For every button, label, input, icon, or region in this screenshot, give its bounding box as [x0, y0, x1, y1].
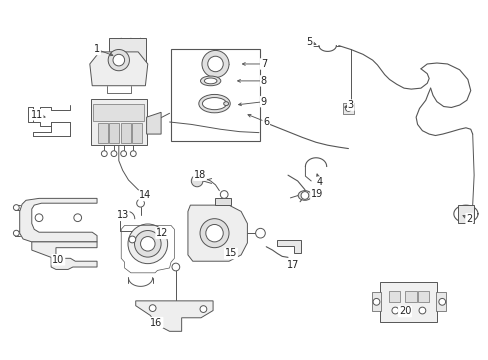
Polygon shape	[457, 205, 473, 222]
Text: 18: 18	[194, 170, 206, 180]
Polygon shape	[136, 301, 213, 331]
Bar	[93, 104, 144, 121]
Ellipse shape	[204, 78, 217, 84]
Circle shape	[121, 151, 126, 157]
Circle shape	[205, 225, 223, 242]
Bar	[417, 291, 428, 302]
Circle shape	[191, 175, 203, 187]
Circle shape	[372, 298, 379, 305]
Bar	[109, 38, 145, 69]
Text: 8: 8	[260, 76, 266, 86]
Circle shape	[149, 305, 156, 311]
Bar	[371, 292, 381, 311]
Text: 19: 19	[310, 189, 323, 198]
Bar	[98, 123, 108, 143]
Bar	[435, 292, 445, 311]
Text: 4: 4	[316, 177, 322, 188]
Bar	[91, 99, 146, 145]
Circle shape	[220, 191, 227, 198]
Bar	[171, 49, 260, 141]
Bar	[132, 123, 142, 143]
Circle shape	[74, 214, 81, 221]
Text: 5: 5	[306, 37, 312, 47]
Circle shape	[200, 306, 206, 312]
Circle shape	[345, 105, 350, 111]
Text: 16: 16	[150, 318, 163, 328]
Text: 17: 17	[286, 260, 299, 270]
Circle shape	[200, 219, 228, 248]
Polygon shape	[32, 242, 97, 269]
Text: 11: 11	[30, 110, 42, 120]
Text: 6: 6	[263, 117, 269, 127]
Text: 3: 3	[347, 100, 353, 110]
Ellipse shape	[202, 98, 226, 110]
Circle shape	[101, 151, 107, 157]
Ellipse shape	[128, 224, 167, 264]
Bar	[405, 291, 416, 302]
Circle shape	[172, 263, 180, 271]
Circle shape	[129, 236, 136, 243]
Polygon shape	[187, 205, 247, 261]
Bar	[109, 123, 119, 143]
Ellipse shape	[298, 191, 311, 200]
Ellipse shape	[199, 94, 230, 113]
Ellipse shape	[223, 102, 228, 105]
Bar	[380, 282, 436, 321]
Circle shape	[391, 307, 398, 314]
Circle shape	[130, 151, 136, 157]
Circle shape	[35, 214, 43, 221]
Polygon shape	[277, 240, 300, 252]
Polygon shape	[146, 112, 161, 134]
Circle shape	[418, 307, 425, 314]
Circle shape	[301, 192, 308, 199]
Polygon shape	[214, 198, 231, 205]
Ellipse shape	[140, 237, 155, 251]
Polygon shape	[90, 52, 147, 86]
Circle shape	[111, 151, 117, 157]
Text: 9: 9	[260, 97, 266, 107]
Text: 12: 12	[156, 228, 168, 238]
Circle shape	[202, 50, 228, 77]
Circle shape	[255, 228, 265, 238]
Text: 13: 13	[116, 210, 128, 220]
Circle shape	[113, 54, 124, 66]
Circle shape	[207, 56, 223, 72]
Text: 14: 14	[139, 190, 151, 201]
Bar	[388, 291, 399, 302]
Ellipse shape	[134, 230, 161, 257]
Text: 1: 1	[94, 45, 100, 54]
Text: 2: 2	[465, 214, 471, 224]
Text: 15: 15	[224, 248, 237, 258]
Text: 7: 7	[260, 59, 266, 69]
Bar	[342, 103, 353, 114]
Circle shape	[137, 199, 144, 207]
Circle shape	[13, 230, 19, 236]
Text: 10: 10	[52, 255, 64, 265]
Circle shape	[13, 204, 19, 211]
Circle shape	[438, 298, 445, 305]
Circle shape	[108, 49, 129, 71]
Bar	[121, 123, 131, 143]
Ellipse shape	[200, 76, 221, 86]
Text: 20: 20	[398, 306, 410, 316]
Polygon shape	[20, 198, 97, 242]
